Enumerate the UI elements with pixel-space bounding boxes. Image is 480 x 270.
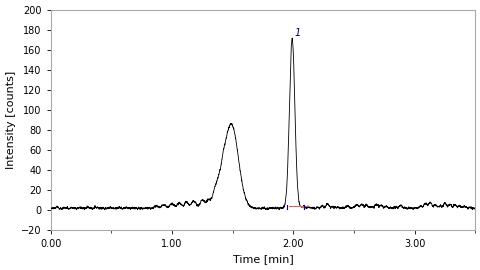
Text: 1: 1 <box>294 28 300 38</box>
X-axis label: Time [min]: Time [min] <box>232 254 293 264</box>
Y-axis label: Intensity [counts]: Intensity [counts] <box>6 70 15 169</box>
